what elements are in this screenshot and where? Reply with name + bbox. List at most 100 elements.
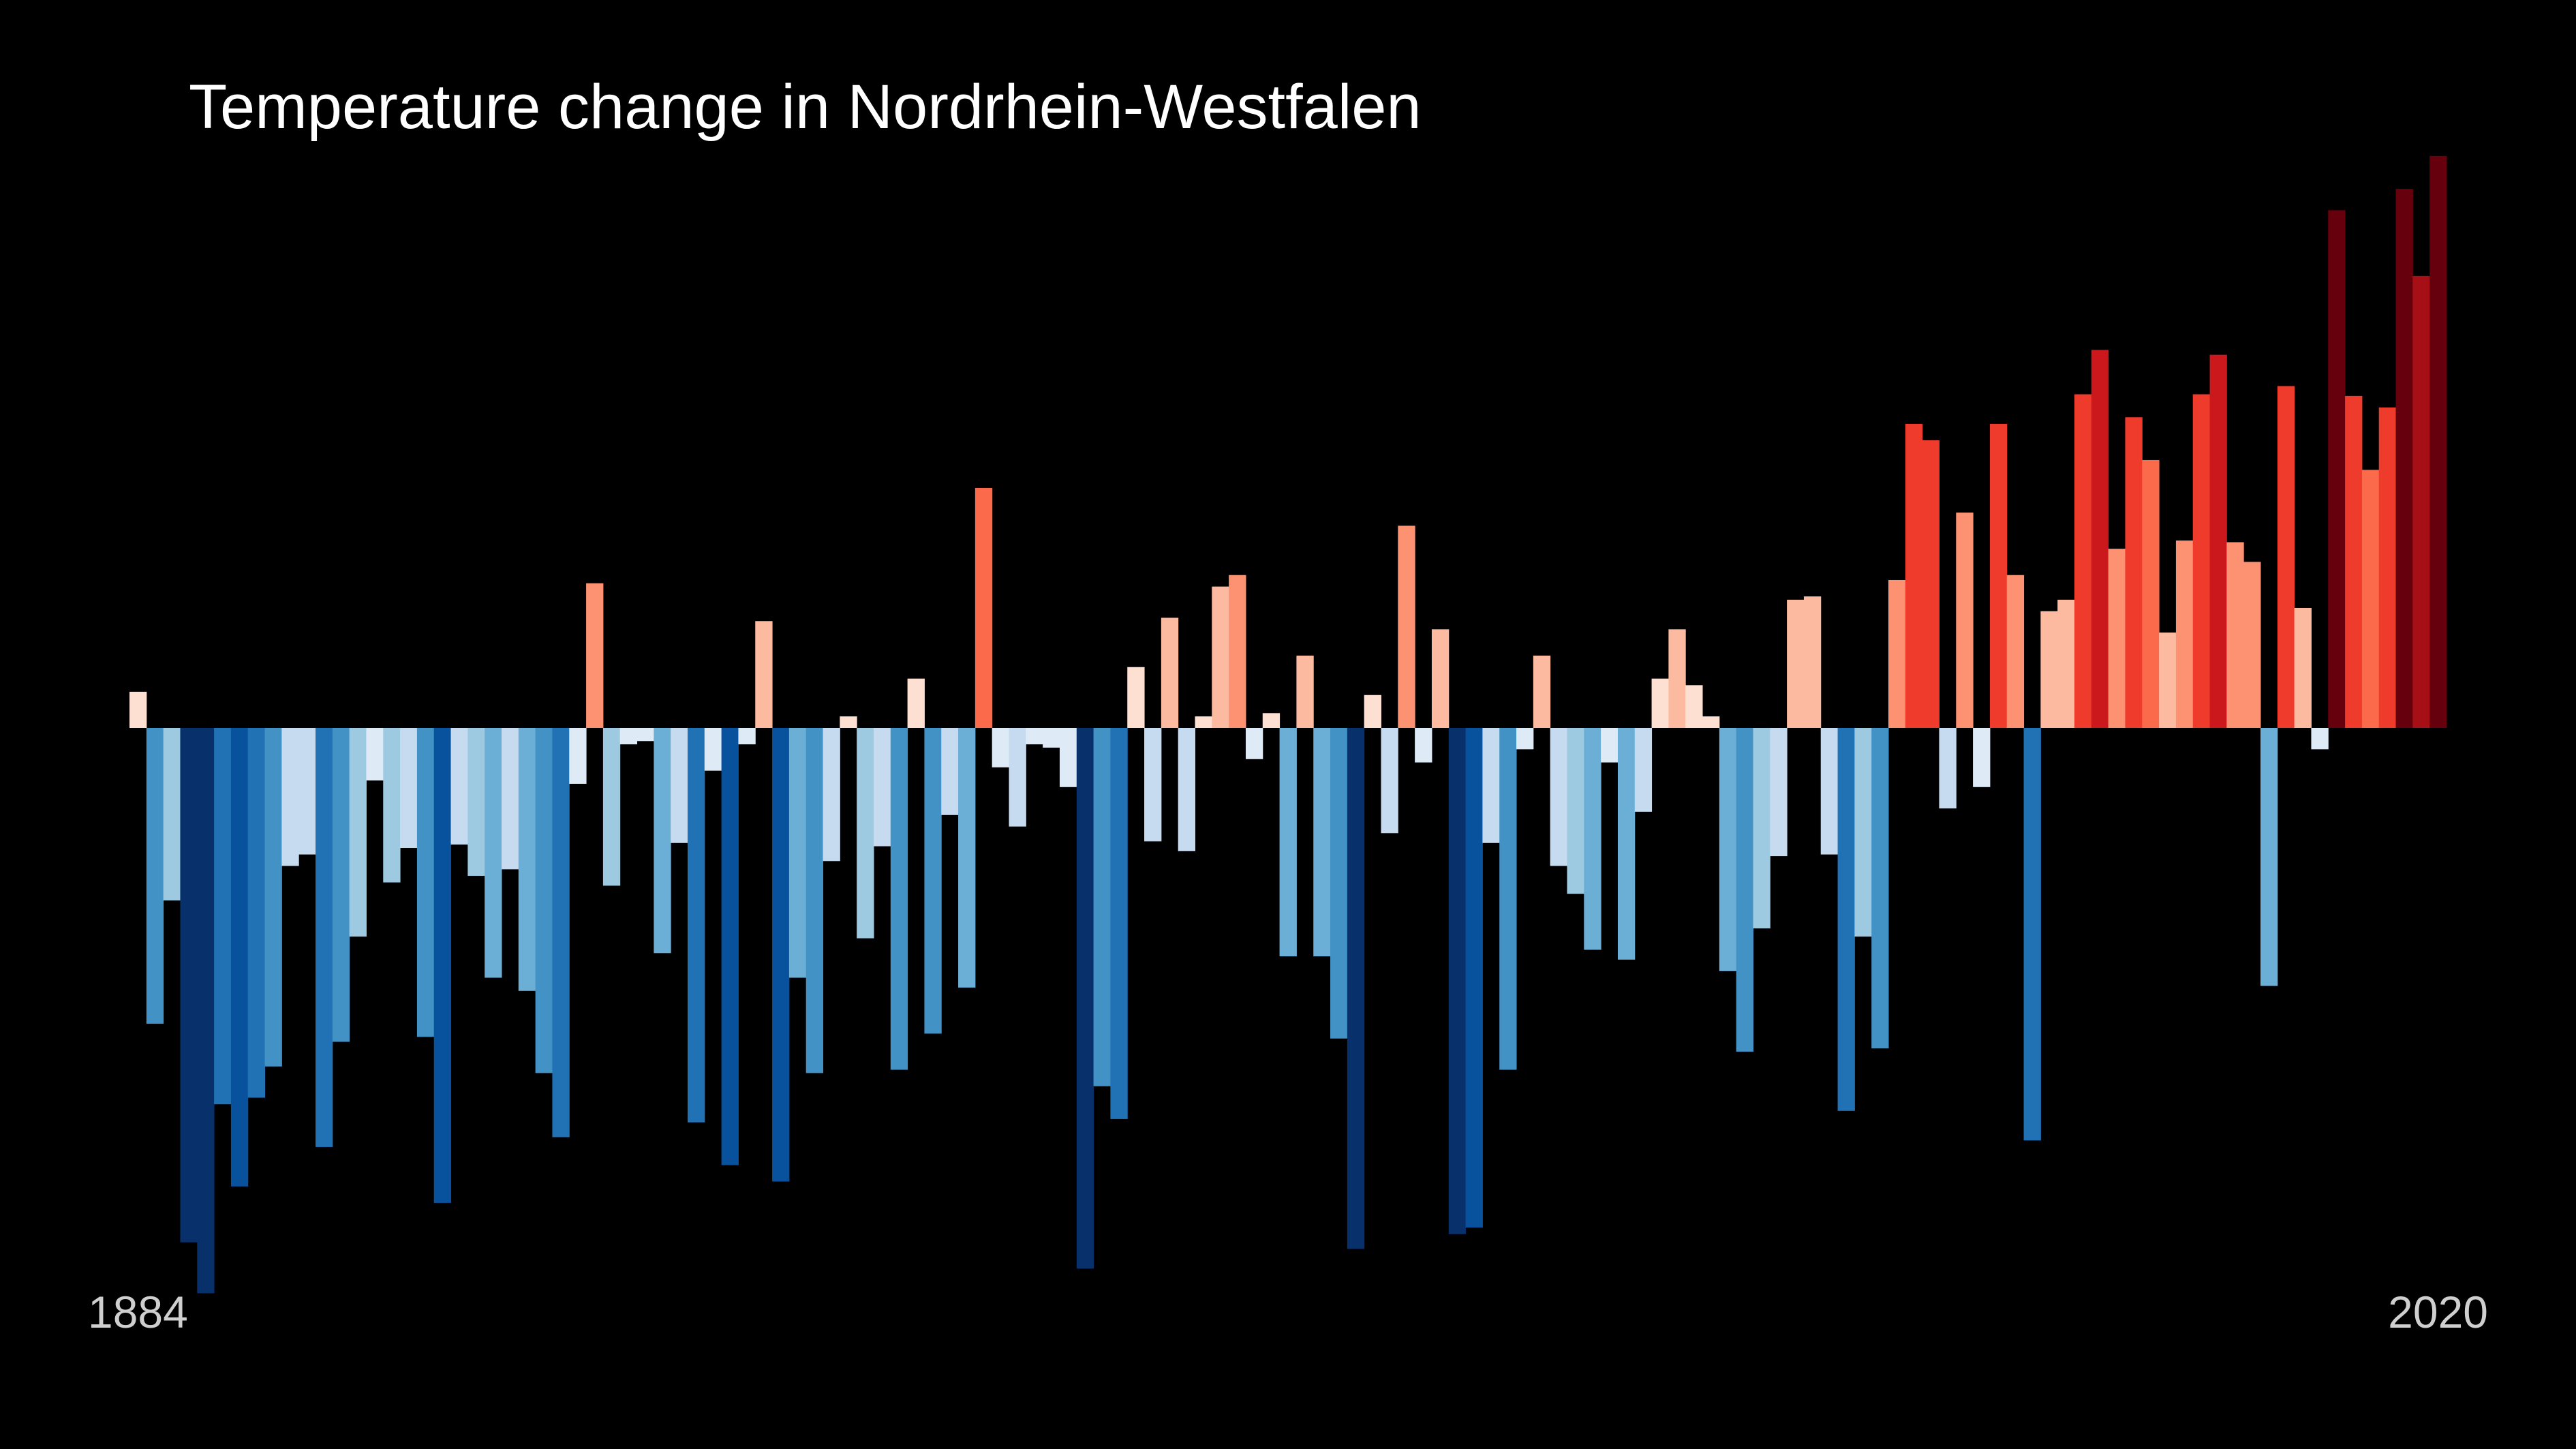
bar: [873, 728, 891, 846]
bar: [671, 728, 688, 843]
bar: [450, 728, 468, 845]
bar: [349, 728, 367, 937]
bar: [1415, 728, 1432, 763]
bar: [1195, 716, 1212, 728]
bar: [1144, 728, 1162, 842]
bar: [1026, 728, 1043, 745]
bar: [704, 728, 722, 771]
bar: [1296, 655, 1314, 728]
bar: [2175, 540, 2194, 728]
bar: [788, 728, 807, 978]
bar: [1279, 728, 1297, 957]
bar: [1787, 599, 1805, 728]
bar: [1431, 629, 1450, 728]
bar: [823, 728, 840, 861]
bar: [2328, 210, 2346, 728]
bar: [1093, 728, 1111, 1086]
bar: [2226, 542, 2244, 728]
bar: [1651, 678, 1669, 728]
bar: [1499, 728, 1517, 1070]
bar: [1770, 728, 1788, 857]
bar: [214, 728, 232, 1105]
bar: [890, 728, 908, 1070]
bar: [518, 728, 536, 991]
bar: [1347, 728, 1365, 1249]
bar: [1313, 728, 1331, 957]
bar: [1127, 667, 1145, 728]
bar: [1854, 728, 1872, 937]
bar: [2074, 394, 2092, 728]
bar: [1803, 596, 1822, 728]
bar: [1567, 728, 1584, 894]
bar: [1668, 629, 1686, 728]
bar: [637, 728, 654, 742]
bar: [1550, 728, 1567, 866]
bar: [755, 621, 773, 728]
bar: [383, 728, 401, 883]
bar: [1364, 695, 1381, 728]
bar: [1381, 728, 1398, 834]
bar: [1178, 728, 1196, 851]
bar: [2142, 459, 2160, 728]
bar: [197, 728, 215, 1294]
bar: [1905, 423, 1923, 728]
bar: [1009, 728, 1026, 827]
bar: [264, 728, 282, 1067]
bar: [2057, 599, 2075, 728]
bar: [1229, 575, 1246, 728]
bar: [485, 728, 502, 978]
bar: [1922, 440, 1939, 728]
bar: [247, 728, 266, 1098]
bar: [2040, 611, 2058, 728]
bar: [1719, 728, 1737, 971]
bar: [619, 728, 638, 745]
bar: [2243, 562, 2261, 728]
bar: [433, 728, 452, 1203]
bar: [1076, 728, 1094, 1269]
bar: [857, 728, 874, 939]
bar: [1601, 728, 1619, 763]
bar: [163, 728, 181, 901]
bar: [1888, 579, 1906, 728]
bar: [467, 728, 485, 876]
bar: [298, 728, 316, 855]
bar: [1871, 728, 1889, 1049]
bar: [569, 728, 587, 784]
x-tick-label: 2020: [2388, 1287, 2488, 1337]
chart-title: Temperature change in Nordrhein-Westfale…: [189, 72, 1422, 142]
bar: [992, 728, 1010, 767]
bar: [1212, 586, 1229, 728]
bar: [315, 728, 333, 1147]
bar: [1398, 525, 1415, 728]
bar: [2091, 350, 2109, 728]
bar: [2260, 728, 2278, 986]
bar: [2395, 189, 2413, 729]
bar: [738, 728, 756, 745]
bar: [281, 728, 299, 866]
bar: [2125, 417, 2143, 728]
bar: [958, 728, 976, 988]
bar: [1939, 728, 1957, 809]
bar: [1448, 728, 1467, 1234]
bar: [2294, 607, 2312, 728]
bar: [1989, 423, 2008, 728]
bar: [602, 728, 621, 886]
bar: [1533, 655, 1551, 728]
bar: [2345, 395, 2363, 728]
bar: [586, 583, 604, 728]
bar: [2277, 386, 2295, 728]
bar: [924, 728, 942, 1034]
bar: [501, 728, 519, 870]
bar: [1702, 716, 1720, 728]
bar: [1465, 728, 1483, 1228]
bar: [1262, 713, 1281, 728]
bar: [146, 728, 164, 1024]
bar: [366, 728, 384, 781]
bar: [1059, 728, 1077, 787]
bar: [535, 728, 553, 1073]
bar: [1043, 728, 1060, 748]
bar: [2378, 407, 2397, 728]
bar: [1820, 728, 1839, 855]
bar: [941, 728, 959, 815]
